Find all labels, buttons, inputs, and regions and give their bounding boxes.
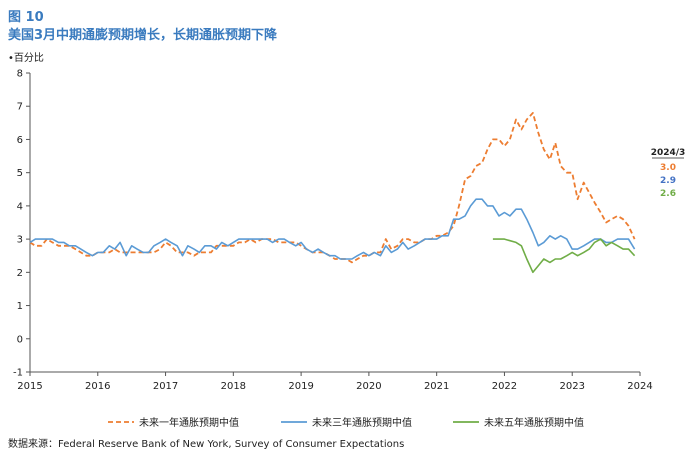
y-tick-label: 4 [17, 201, 23, 212]
series-layer [29, 112, 636, 274]
x-tick-label: 2016 [85, 381, 110, 392]
legend-label-3: 未来五年通胀预期中值 [484, 416, 584, 429]
x-tick-label: 2015 [17, 381, 42, 392]
annotation-value: 2.9 [660, 176, 676, 186]
figure-label: 图 10 [8, 10, 44, 25]
legend-label-2: 未来三年通胀预期中值 [312, 416, 412, 429]
x-tick-label: 2018 [221, 381, 246, 392]
y-tick-label: 0 [17, 334, 23, 345]
y-tick-label: 3 [17, 235, 23, 246]
y-tick-label: 8 [17, 69, 23, 80]
x-tick-label: 2019 [288, 381, 313, 392]
y-tick-label: -1 [13, 368, 23, 379]
y-tick-label: 1 [17, 301, 23, 312]
chart-legend: 未来一年通胀预期中值 未来三年通胀预期中值 未来五年通胀预期中值 [108, 416, 584, 429]
x-tick-label: 2020 [356, 381, 381, 392]
series-line-1 [29, 112, 636, 264]
x-tick-label: 2017 [153, 381, 178, 392]
annotation-heading: 2024/3 [651, 148, 686, 158]
y-tick-label: 6 [17, 135, 23, 146]
annotation-value: 3.0 [660, 163, 676, 173]
latest-value-annotation: 2024/3 3.0 2.9 2.6 [651, 148, 686, 199]
chart-axes: -1 0 1 2 3 4 5 6 7 8 2015 2016 2017 2018 2019 2020 2021 2… [13, 69, 653, 393]
y-tick-label: 5 [17, 168, 23, 179]
legend-label-1: 未来一年通胀预期中值 [139, 416, 239, 429]
y-axis-unit-label: •百分比 [8, 53, 44, 64]
x-tick-label: 2022 [492, 381, 517, 392]
x-tick-label: 2023 [559, 381, 584, 392]
data-source-note: 数据来源：Federal Reserve Bank of New York, S… [8, 439, 405, 450]
y-tick-label: 7 [17, 102, 23, 113]
chart-title: 美国3月中期通膨预期增长，长期通胀预期下降 [8, 28, 278, 43]
series-line-2 [29, 198, 636, 260]
x-tick-label: 2021 [424, 381, 449, 392]
annotation-value: 2.6 [660, 189, 676, 199]
y-tick-label: 2 [17, 268, 23, 279]
x-tick-label: 2024 [627, 381, 652, 392]
series-line-3 [492, 238, 636, 274]
